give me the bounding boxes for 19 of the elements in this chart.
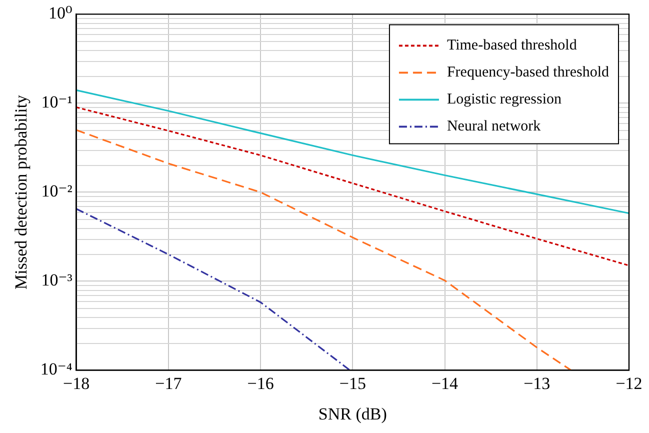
x-tick-label: −12 — [616, 374, 642, 393]
x-axis-title: SNR (dB) — [318, 404, 387, 424]
y-tick-label: 10⁻¹ — [41, 92, 72, 112]
legend-label: Logistic regression — [446, 92, 562, 108]
y-axis-title: Missed detection probability — [12, 94, 31, 290]
x-tick-label: −16 — [247, 374, 274, 393]
line-series — [76, 208, 351, 370]
y-tick-label: 10⁻³ — [41, 270, 72, 290]
legend-label: Frequency-based threshold — [446, 64, 610, 81]
x-tick-label: −15 — [339, 374, 366, 393]
x-tick-label: −13 — [524, 374, 550, 393]
x-tick-label: −17 — [155, 374, 182, 393]
y-tick-label: 10⁰ — [48, 4, 72, 23]
line-series — [76, 106, 629, 266]
y-tick-label: 10⁻² — [41, 182, 72, 201]
legend-label: Time-based threshold — [446, 38, 578, 54]
legend-label: Neural network — [446, 118, 542, 135]
x-tick-label: −14 — [431, 374, 459, 393]
line-series — [76, 129, 572, 370]
